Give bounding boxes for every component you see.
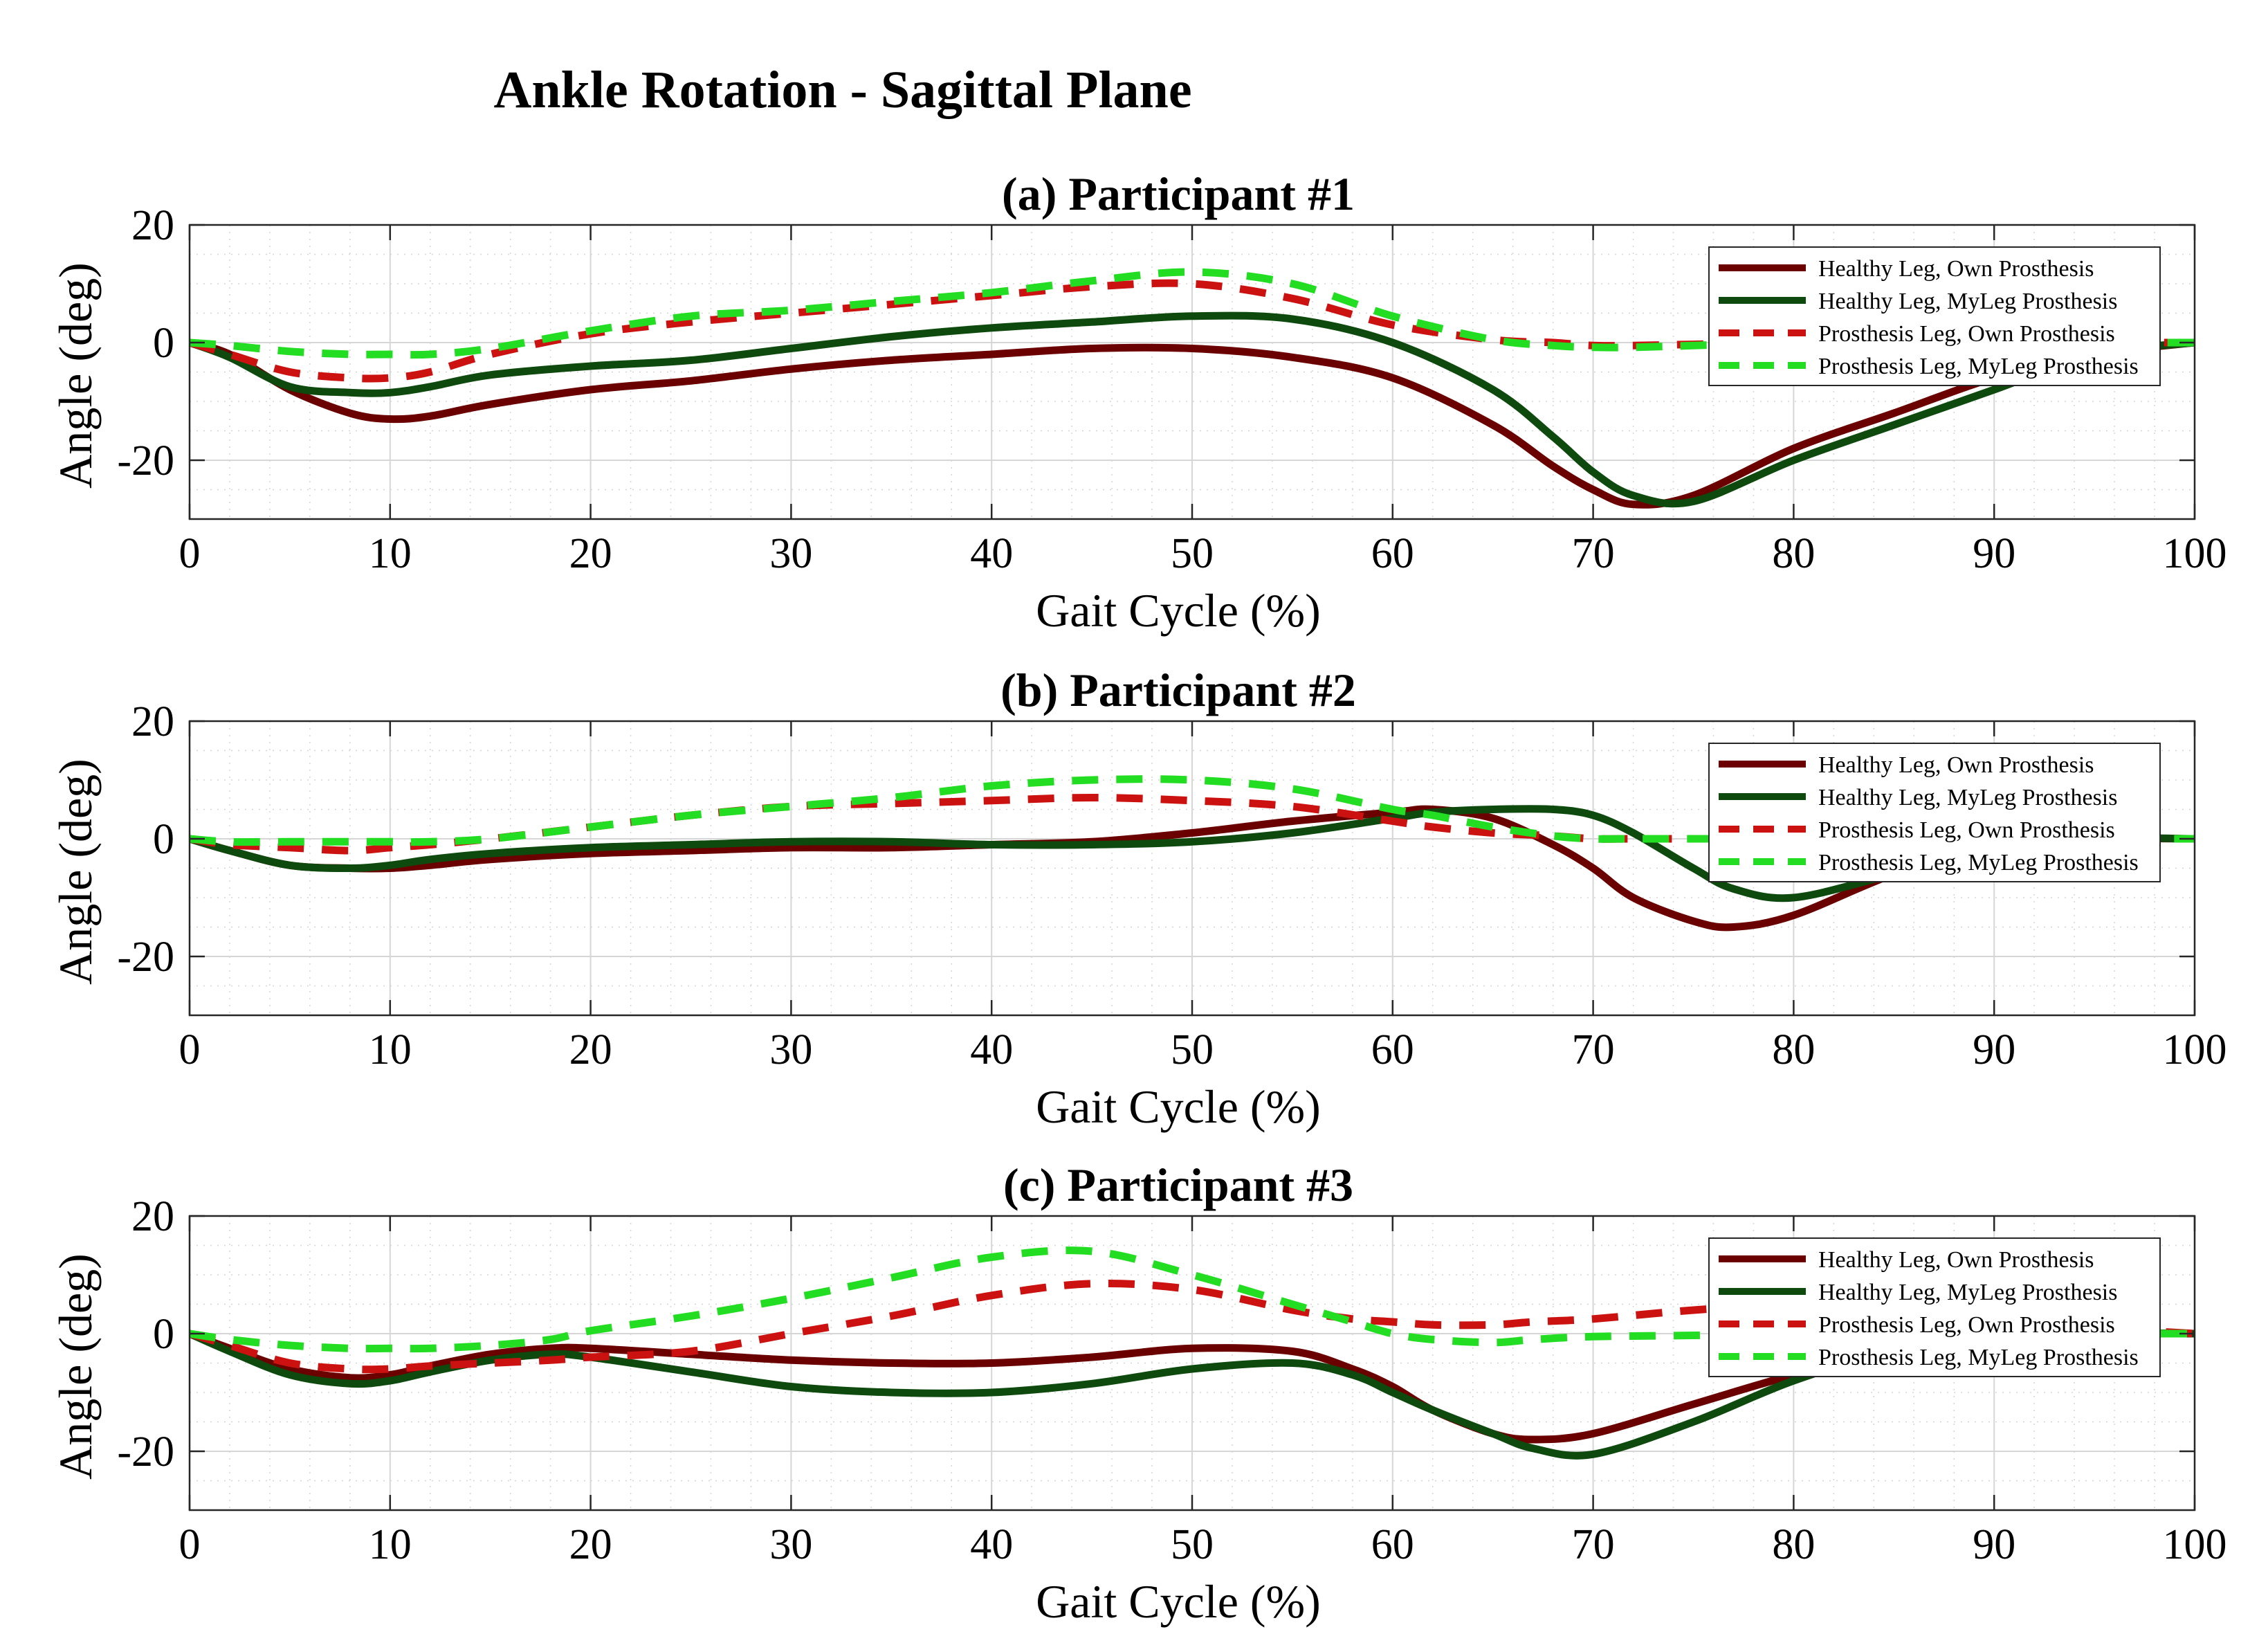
- x-tick-label: 10: [369, 530, 412, 577]
- y-tick-label: -20: [117, 437, 174, 484]
- legend-entry-2: Healthy Leg, MyLeg Prosthesis: [1818, 289, 2118, 314]
- x-tick-label: 20: [569, 1026, 612, 1073]
- panel-title: (b) Participant #2: [1000, 664, 1356, 716]
- y-tick-label: 20: [131, 1193, 174, 1240]
- x-tick-label: 30: [769, 1521, 812, 1568]
- x-tick-label: 30: [769, 1026, 812, 1073]
- legend-entry-2: Healthy Leg, MyLeg Prosthesis: [1818, 785, 2118, 810]
- x-tick-label: 20: [569, 1521, 612, 1568]
- panel-title: (c) Participant #3: [1003, 1159, 1353, 1211]
- x-tick-label: 90: [1973, 1026, 2015, 1073]
- x-tick-label: 70: [1572, 530, 1615, 577]
- series-line-2: [190, 311, 2195, 508]
- y-tick-label: 0: [153, 816, 174, 863]
- legend-entry-1: Healthy Leg, Own Prosthesis: [1818, 752, 2094, 778]
- x-tick-label: 50: [1171, 1026, 1214, 1073]
- x-tick-label: 80: [1772, 1026, 1815, 1073]
- tick-marks: [188, 224, 2196, 519]
- legend-entry-1: Healthy Leg, Own Prosthesis: [1818, 256, 2094, 282]
- series-line-2: [190, 1329, 2195, 1460]
- legend-entry-2: Healthy Leg, MyLeg Prosthesis: [1818, 1280, 2118, 1305]
- x-tick-label: 40: [970, 1026, 1013, 1073]
- y-axis-label: Angle (deg): [49, 759, 102, 985]
- x-tick-label: 0: [179, 1026, 201, 1073]
- x-tick-label: 10: [369, 1026, 412, 1073]
- y-tick-label: 0: [153, 320, 174, 367]
- x-tick-label: 80: [1772, 530, 1815, 577]
- legend-entry-1: Healthy Leg, Own Prosthesis: [1818, 1247, 2094, 1273]
- x-tick-label: 70: [1572, 1521, 1615, 1568]
- x-tick-label: 40: [970, 530, 1013, 577]
- y-tick-label: 0: [153, 1311, 174, 1358]
- series-line-3: [190, 1279, 2195, 1374]
- x-tick-label: 100: [2163, 530, 2227, 577]
- x-axis-label: Gait Cycle (%): [1036, 1080, 1321, 1133]
- series-line-2: [190, 805, 2195, 902]
- legend-entry-4: Prosthesis Leg, MyLeg Prosthesis: [1818, 1345, 2139, 1370]
- x-tick-label: 100: [2163, 1026, 2227, 1073]
- panel-title: (a) Participant #1: [1002, 167, 1355, 220]
- x-tick-label: 80: [1772, 1521, 1815, 1568]
- figure-title: Ankle Rotation - Sagittal Plane: [493, 61, 1191, 119]
- chart-panel-1: (a) Participant #1 0 10 20 30 40 50 60 70 80 90 100…: [49, 167, 2227, 637]
- chart-panel-2: (b) Participant #2 0 10 20 30 40 50 60 70 80 90 100…: [49, 664, 2227, 1133]
- x-axis-label: Gait Cycle (%): [1036, 584, 1321, 637]
- legend-entry-3: Prosthesis Leg, Own Prosthesis: [1818, 321, 2115, 347]
- series-line-1: [190, 805, 2195, 932]
- legend-entry-4: Prosthesis Leg, MyLeg Prosthesis: [1818, 850, 2139, 875]
- y-axis-label: Angle (deg): [49, 262, 102, 489]
- y-tick-label: -20: [117, 934, 174, 981]
- series-line-1: [190, 338, 2195, 509]
- legend-entry-3: Prosthesis Leg, Own Prosthesis: [1818, 817, 2115, 843]
- x-tick-label: 30: [769, 530, 812, 577]
- y-axis-label: Angle (deg): [49, 1253, 102, 1480]
- chart-panel-3: (c) Participant #3 0 10 20 30 40 50 60 70 80 90 100…: [49, 1159, 2227, 1628]
- x-tick-label: 50: [1171, 530, 1214, 577]
- x-tick-label: 70: [1572, 1026, 1615, 1073]
- legend-entry-3: Prosthesis Leg, Own Prosthesis: [1818, 1312, 2115, 1338]
- y-tick-label: 20: [131, 202, 174, 249]
- x-tick-label: 90: [1973, 1521, 2015, 1568]
- x-tick-label: 10: [369, 1521, 412, 1568]
- legend: Healthy Leg, Own Prosthesis Healthy Leg, …: [1708, 1237, 2161, 1377]
- x-tick-label: 60: [1371, 1521, 1414, 1568]
- x-tick-label: 40: [970, 1521, 1013, 1568]
- x-tick-label: 60: [1371, 1026, 1414, 1073]
- x-tick-label: 60: [1371, 530, 1414, 577]
- legend-entry-4: Prosthesis Leg, MyLeg Prosthesis: [1818, 354, 2139, 379]
- y-tick-label: 20: [131, 698, 174, 745]
- tick-marks: [188, 720, 2196, 1015]
- x-tick-label: 20: [569, 530, 612, 577]
- legend: Healthy Leg, Own Prosthesis Healthy Leg, …: [1708, 246, 2161, 386]
- legend: Healthy Leg, Own Prosthesis Healthy Leg, …: [1708, 743, 2161, 882]
- chart-panels: (a) Participant #10 10 20 30 40 50 60 70 80 90 100…: [49, 167, 2227, 1628]
- x-axis-label: Gait Cycle (%): [1036, 1575, 1321, 1628]
- x-tick-label: 0: [179, 530, 201, 577]
- x-tick-label: 90: [1973, 530, 2015, 577]
- series-line-4: [190, 1246, 2195, 1353]
- x-tick-label: 0: [179, 1521, 201, 1568]
- tick-marks: [188, 1215, 2196, 1510]
- y-tick-label: -20: [117, 1428, 174, 1476]
- x-tick-label: 50: [1171, 1521, 1214, 1568]
- x-tick-label: 100: [2163, 1521, 2227, 1568]
